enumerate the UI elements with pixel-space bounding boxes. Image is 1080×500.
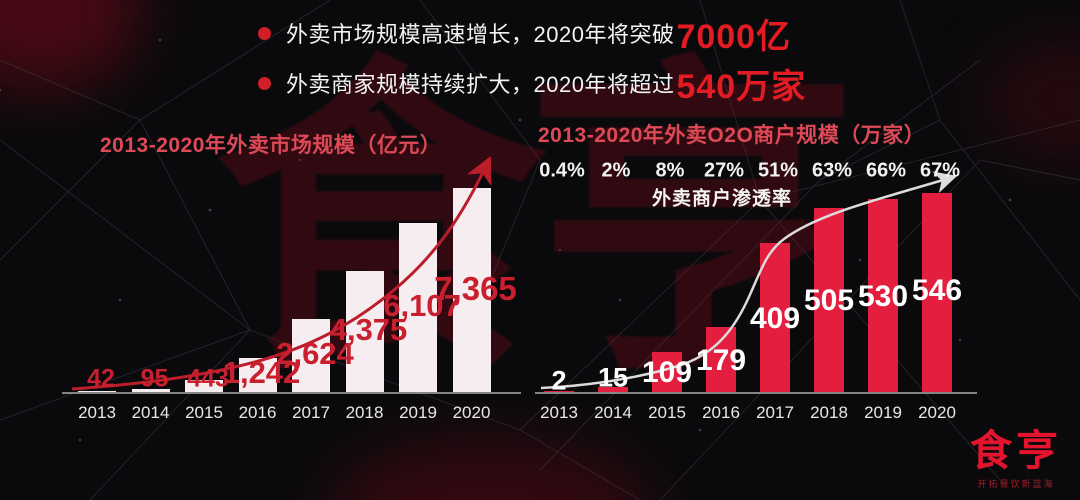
bullet-dot-icon [258, 76, 271, 90]
bar-value-label: 546 [911, 274, 963, 307]
x-axis-label: 2020 [918, 403, 956, 422]
bar-value-label: 505 [803, 284, 855, 317]
logo-text: 食亨 [969, 427, 1062, 474]
bar [598, 386, 628, 392]
left-chart-axis-line [62, 392, 521, 394]
x-axis-label: 2020 [452, 403, 491, 422]
logo-tagline: 开拓餐饮新蓝海 [977, 479, 1055, 489]
bar [544, 390, 574, 392]
x-axis-label: 2017 [292, 403, 330, 422]
bullet-highlight-value: 540万家 [676, 67, 807, 106]
right-chart-title: 2013-2020年外卖O2O商户规模（万家） [538, 124, 926, 147]
x-axis-label: 2015 [185, 403, 223, 422]
bullet-item-market-size: 外卖市场规模高速增长，2020年将突破 7000亿 [258, 8, 806, 58]
penetration-rate-value: 67% [919, 159, 961, 182]
penetration-rate-value: 63% [811, 159, 853, 182]
bar-value-label: 530 [857, 280, 909, 313]
bar-value-label: 7,365 [434, 270, 517, 307]
bar-value-label: 15 [597, 362, 629, 393]
bar-value-label: 409 [749, 302, 801, 335]
x-axis-label: 2018 [345, 403, 384, 422]
x-axis-label: 2017 [756, 403, 794, 422]
x-axis-label: 2016 [702, 403, 740, 422]
headline-bullet-list: 外卖市场规模高速增长，2020年将突破 7000亿 外卖商家规模持续扩大，202… [258, 8, 806, 108]
bullet-text: 外卖市场规模高速增长，2020年将突破 [286, 22, 675, 47]
brand-logo: 食亨 开拓餐饮新蓝海 [970, 430, 1062, 490]
x-axis-label: 2013 [78, 403, 116, 422]
x-axis-label: 2016 [238, 403, 277, 422]
x-axis-label: 2014 [594, 403, 632, 422]
bar-value-label: 95 [140, 364, 169, 393]
bullet-item-merchant-size: 外卖商家规模持续扩大，2020年将超过 540万家 [258, 58, 806, 108]
x-axis-label: 2019 [864, 403, 902, 422]
penetration-rate-value: 8% [655, 159, 685, 182]
penetration-rate-label: 外卖商户渗透率 [651, 188, 793, 210]
penetration-rate-value: 27% [703, 159, 745, 182]
penetration-rate-value: 0.4% [539, 159, 585, 182]
x-axis-label: 2019 [399, 403, 437, 422]
bullet-highlight-value: 7000亿 [676, 17, 792, 56]
bar-value-label: 179 [695, 344, 747, 377]
x-axis-label: 2013 [540, 403, 578, 422]
penetration-rate-value: 51% [757, 159, 799, 182]
penetration-rate-value: 2% [601, 159, 631, 182]
right-chart-axis-line [535, 392, 977, 394]
bar-value-label: 109 [641, 356, 693, 389]
x-axis-label: 2015 [648, 403, 686, 422]
x-axis-label: 2018 [810, 403, 848, 422]
x-axis-label: 2014 [131, 403, 170, 422]
bullet-text: 外卖商家规模持续扩大，2020年将超过 [286, 72, 675, 97]
bar-value-label: 42 [87, 364, 115, 393]
bar [78, 390, 116, 392]
left-chart-title: 2013-2020年外卖市场规模（亿元） [100, 134, 442, 157]
penetration-rate-value: 66% [865, 159, 907, 182]
bar [131, 389, 170, 392]
bullet-dot-icon [258, 26, 271, 40]
bar-value-label: 2 [551, 365, 567, 396]
